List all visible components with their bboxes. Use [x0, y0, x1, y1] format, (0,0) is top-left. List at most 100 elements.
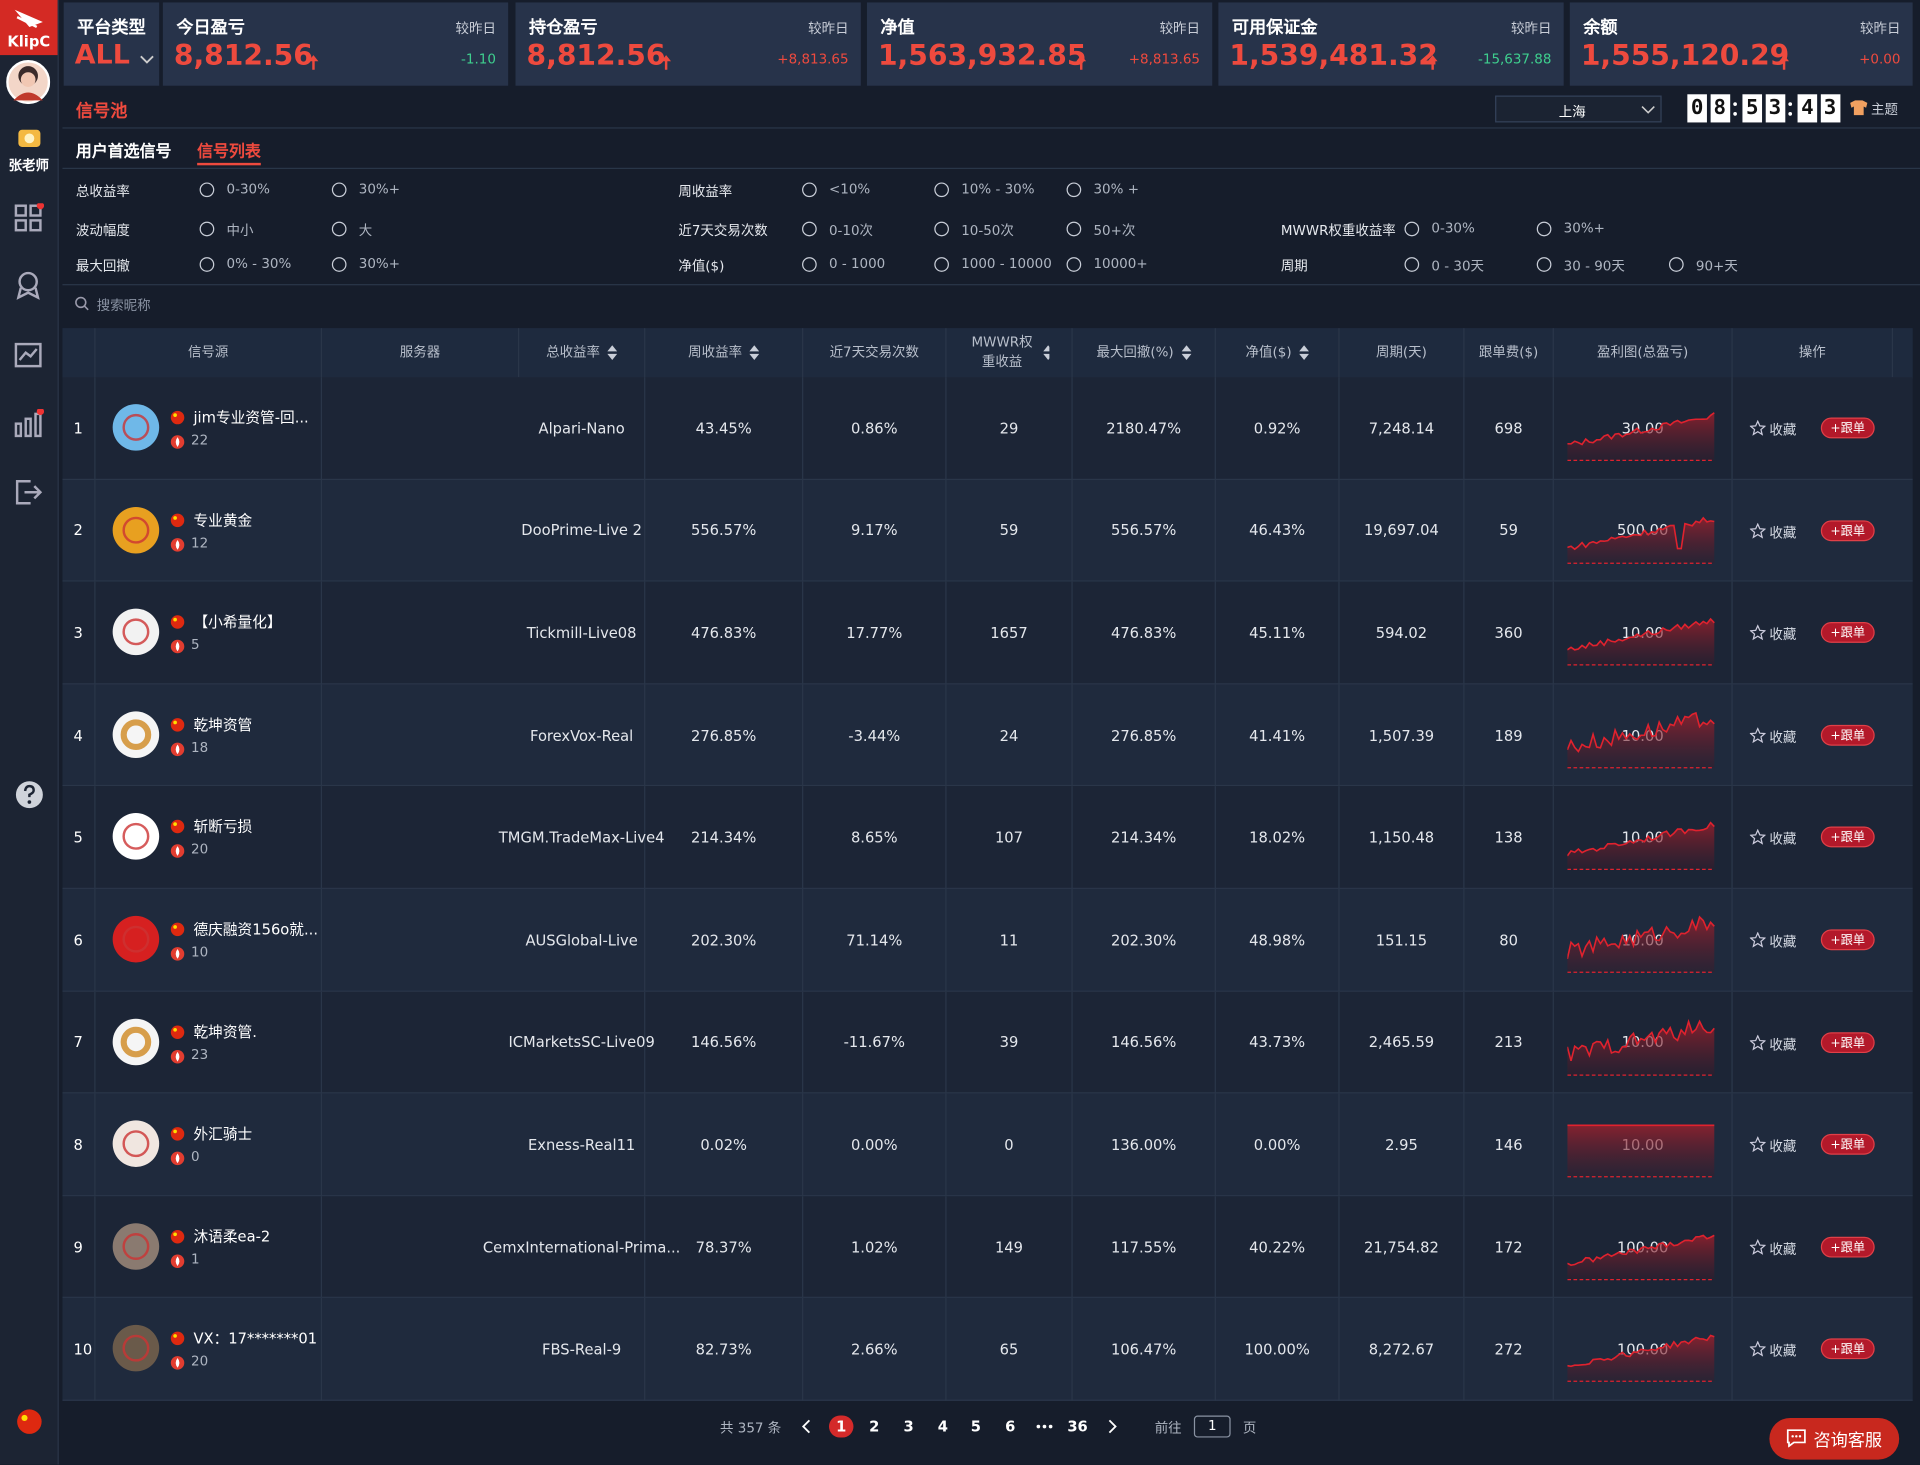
page-number[interactable]: 4	[937, 1417, 948, 1436]
radio-button[interactable]	[1066, 257, 1082, 272]
sort-toggle[interactable]	[1042, 345, 1050, 360]
location-select[interactable]: 上海	[1495, 95, 1662, 123]
favorite-button[interactable]: 收藏	[1769, 729, 1797, 746]
radio-label[interactable]: 10-50次	[961, 222, 1014, 239]
sort-toggle[interactable]	[749, 345, 760, 360]
radio-button[interactable]	[1066, 221, 1082, 237]
star-icon[interactable]	[1749, 1136, 1766, 1153]
favorite-button[interactable]: 收藏	[1769, 831, 1797, 848]
page-number[interactable]: 5	[970, 1417, 982, 1436]
page-number[interactable]: 36	[1067, 1417, 1088, 1436]
signal-name[interactable]: 斩断亏损	[193, 818, 253, 836]
signal-name[interactable]: 乾坤资管	[193, 716, 253, 734]
radio-button[interactable]	[1404, 221, 1420, 237]
radio-button[interactable]	[199, 257, 215, 272]
radio-button[interactable]	[1536, 257, 1552, 272]
language-flag[interactable]	[16, 1408, 43, 1435]
radio-button[interactable]	[331, 257, 347, 272]
radio-button[interactable]	[1668, 257, 1684, 272]
favorite-button[interactable]: 收藏	[1769, 1343, 1797, 1360]
follow-button[interactable]: +跟单	[1820, 417, 1875, 439]
favorite-button[interactable]: 收藏	[1769, 934, 1797, 951]
signal-name[interactable]: 【小希量化】	[193, 613, 282, 631]
nav-icon[interactable]	[13, 340, 44, 371]
radio-label[interactable]: 1000 - 10000	[961, 255, 1052, 272]
nav-icon[interactable]	[13, 478, 44, 509]
follow-button[interactable]: +跟单	[1820, 1338, 1875, 1360]
signal-name[interactable]: VX：17*******01	[193, 1330, 318, 1348]
page-number[interactable]: 2	[869, 1417, 880, 1436]
sort-toggle[interactable]	[607, 345, 618, 360]
page-number[interactable]: 6	[1005, 1417, 1016, 1436]
radio-label[interactable]: 10% - 30%	[961, 181, 1035, 198]
star-icon[interactable]	[1749, 1341, 1766, 1358]
radio-label[interactable]: 50+次	[1093, 222, 1136, 239]
follow-button[interactable]: +跟单	[1820, 519, 1875, 541]
prev-page[interactable]	[801, 1419, 813, 1434]
radio-label[interactable]: 10000+	[1093, 255, 1148, 272]
radio-label[interactable]: 0 - 1000	[828, 255, 886, 272]
radio-button[interactable]	[934, 182, 949, 198]
radio-button[interactable]	[802, 182, 817, 198]
radio-label[interactable]: 30% +	[1093, 181, 1139, 198]
radio-label[interactable]: 30%+	[358, 181, 401, 198]
star-icon[interactable]	[1749, 522, 1766, 539]
help-icon[interactable]	[15, 780, 44, 809]
page-number[interactable]: 3	[903, 1417, 914, 1436]
stat-value[interactable]: ALL	[74, 40, 130, 72]
star-icon[interactable]	[1749, 624, 1766, 641]
follow-button[interactable]: +跟单	[1820, 1134, 1875, 1155]
radio-label[interactable]: 0-30%	[1431, 220, 1475, 237]
nav-icon[interactable]	[13, 271, 44, 302]
follow-button[interactable]: +跟单	[1820, 929, 1875, 951]
radio-button[interactable]	[802, 257, 817, 272]
next-page[interactable]	[1106, 1419, 1118, 1434]
signal-name[interactable]: 沐语柔ea-2	[193, 1227, 271, 1246]
radio-button[interactable]	[934, 221, 949, 237]
radio-button[interactable]	[1066, 182, 1082, 198]
radio-button[interactable]	[934, 257, 949, 272]
favorite-button[interactable]: 收藏	[1769, 627, 1797, 644]
sort-toggle[interactable]	[1181, 345, 1191, 360]
star-icon[interactable]	[1749, 420, 1766, 436]
page-ellipsis[interactable]	[1035, 1423, 1055, 1430]
radio-label[interactable]: 0 - 30天	[1431, 258, 1485, 275]
follow-button[interactable]: +跟单	[1820, 1031, 1875, 1053]
radio-button[interactable]	[1536, 221, 1552, 237]
favorite-button[interactable]: 收藏	[1769, 422, 1797, 439]
signal-name[interactable]: 德庆融资156o就...	[193, 920, 319, 938]
star-icon[interactable]	[1749, 829, 1766, 846]
radio-button[interactable]	[331, 221, 347, 237]
follow-button[interactable]: +跟单	[1820, 1236, 1875, 1258]
favorite-button[interactable]: 收藏	[1769, 1036, 1797, 1053]
dropdown-arrow[interactable]	[140, 54, 155, 66]
radio-button[interactable]	[199, 221, 215, 237]
star-icon[interactable]	[1749, 727, 1766, 743]
follow-button[interactable]: +跟单	[1820, 724, 1875, 746]
radio-label[interactable]: 0% - 30%	[226, 255, 292, 272]
star-icon[interactable]	[1749, 1034, 1766, 1050]
tab[interactable]: 信号列表	[197, 143, 261, 162]
radio-button[interactable]	[1404, 257, 1420, 272]
radio-label[interactable]: 大	[358, 222, 373, 239]
follow-button[interactable]: +跟单	[1820, 622, 1875, 644]
radio-label[interactable]: 0-10次	[828, 222, 874, 239]
radio-label[interactable]: 30 - 90天	[1563, 258, 1625, 275]
signal-name[interactable]: 专业黄金	[193, 511, 253, 529]
page-input[interactable]: 1	[1193, 1415, 1231, 1438]
nav-icon[interactable]	[13, 203, 45, 234]
theme-icon[interactable]	[1849, 99, 1869, 116]
radio-label[interactable]: 30%+	[1563, 220, 1605, 237]
signal-name[interactable]: 乾坤资管.	[193, 1023, 257, 1041]
search-input[interactable]: 搜索昵称	[96, 297, 151, 314]
radio-button[interactable]	[802, 221, 817, 237]
star-icon[interactable]	[1749, 1238, 1766, 1255]
chat-button[interactable]: 咨询客服	[1769, 1417, 1900, 1460]
signal-name[interactable]: jim专业资管-回...	[193, 408, 309, 427]
tab[interactable]: 用户首选信号	[75, 143, 172, 162]
favorite-button[interactable]: 收藏	[1769, 524, 1797, 541]
signal-name[interactable]: 外汇骑士	[193, 1125, 253, 1143]
radio-label[interactable]: 中小	[226, 222, 254, 239]
star-icon[interactable]	[1749, 931, 1766, 948]
follow-button[interactable]: +跟单	[1820, 827, 1875, 848]
